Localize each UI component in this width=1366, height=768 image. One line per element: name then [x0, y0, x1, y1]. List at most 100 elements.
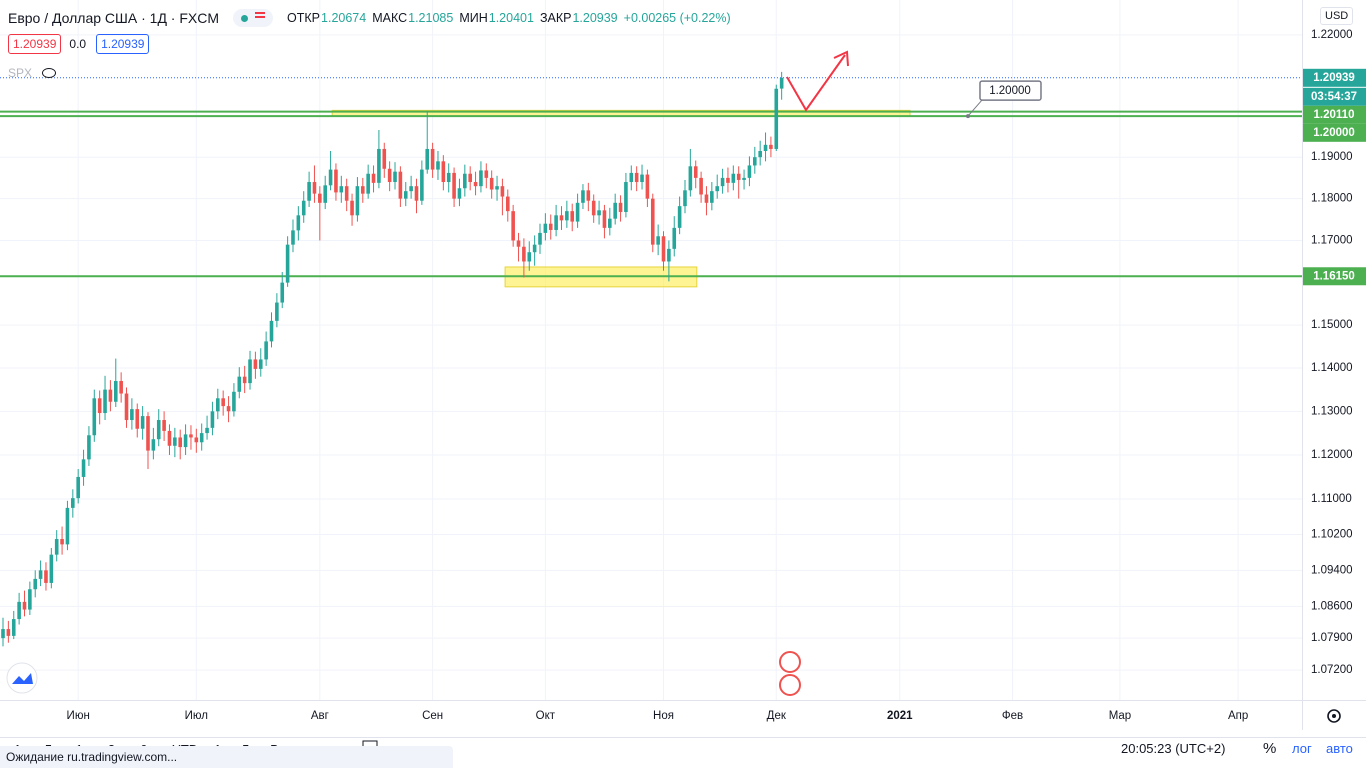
candle-body [113, 380, 118, 402]
hidden-eye-icon[interactable] [42, 68, 57, 78]
indicator-row: SPX [8, 66, 57, 80]
event-icon[interactable] [779, 674, 801, 696]
candle-body [672, 227, 677, 249]
candle-body [344, 186, 349, 201]
low-label: МИН [459, 11, 488, 25]
candle-body [226, 406, 231, 412]
candle-body [726, 177, 730, 183]
line-price-tag-bg [1303, 267, 1366, 286]
candle-body [33, 578, 38, 590]
buy-price[interactable]: 1.20939 [96, 34, 150, 54]
candle-body [28, 589, 32, 610]
candle-body [602, 210, 607, 228]
candle-body [763, 144, 768, 152]
delay-icon [255, 12, 266, 14]
currency-button[interactable]: USD [1320, 7, 1354, 25]
auto-button[interactable]: авто [1326, 741, 1353, 756]
candle-body [393, 171, 397, 183]
x-tick-label: Мар [1109, 710, 1132, 722]
sell-price[interactable]: 1.20939 [8, 34, 62, 54]
logo-circle[interactable] [6, 662, 38, 694]
candle-body [1, 629, 5, 639]
candle-body [581, 190, 585, 203]
candle-body [667, 248, 671, 262]
candle-body [76, 476, 80, 499]
candle-body [736, 173, 741, 180]
candle-body [457, 188, 462, 199]
candle-body [656, 236, 660, 245]
arrow-head [833, 50, 849, 67]
candle-body [570, 211, 575, 222]
candle-body [22, 601, 27, 610]
candle-body [328, 169, 333, 186]
candle-body [269, 320, 274, 342]
percent-button[interactable]: % [1263, 740, 1277, 757]
candle-body [758, 151, 762, 158]
candle-body [167, 430, 172, 446]
gear-icon[interactable] [1327, 709, 1341, 723]
settings-button[interactable] [1327, 709, 1341, 723]
high-value: 1.21085 [408, 11, 454, 25]
x-tick-label: Авг [311, 710, 329, 722]
candle-body [130, 409, 134, 421]
candle-body [178, 437, 183, 448]
y-tick-label: 1.07200 [1311, 664, 1353, 676]
candle-body [253, 359, 258, 369]
candle-body [312, 182, 317, 194]
change-value: +0.00265 (+0.22%) [623, 11, 731, 25]
candle-body [463, 173, 467, 189]
candle-body [710, 191, 714, 203]
y-tick-label: 1.10200 [1311, 529, 1353, 541]
candle-body [6, 629, 11, 636]
log-button[interactable]: лог [1292, 741, 1312, 756]
candle-body [661, 236, 666, 262]
y-tick-label: 1.22000 [1311, 29, 1353, 41]
logo-button[interactable] [6, 662, 38, 694]
candle-body [183, 434, 188, 448]
x-tick-label: 2021 [887, 710, 913, 722]
candle-body [699, 177, 703, 195]
line-price-tag: 1.20000 [1313, 127, 1355, 139]
candle-body [677, 206, 682, 228]
quote-row: 1.20939 0.0 1.20939 [8, 34, 150, 54]
candle-body [446, 172, 451, 183]
candle-body [575, 202, 580, 222]
candle-body [173, 437, 177, 446]
candle-body [398, 171, 403, 199]
countdown-tag-bg [1303, 87, 1366, 106]
line-price-tag: 1.16150 [1313, 270, 1355, 282]
candle-body [538, 232, 542, 245]
candle-body [156, 420, 161, 440]
candle-body [511, 211, 515, 241]
candle-body [97, 398, 102, 414]
candle-body [140, 416, 145, 429]
candle-body [774, 88, 779, 149]
candle-body [301, 200, 306, 216]
candle-body [403, 191, 408, 199]
candle-body [613, 202, 617, 219]
event-icon[interactable] [779, 651, 801, 673]
candle-body [430, 148, 435, 170]
candle-body [479, 170, 483, 187]
candle-body [554, 215, 558, 230]
candle-body [242, 376, 247, 384]
candle-body [688, 166, 693, 191]
callout-text: 1.20000 [989, 85, 1031, 97]
candle-body [532, 244, 537, 253]
y-tick-label: 1.07900 [1311, 632, 1353, 644]
candle-body [436, 161, 440, 170]
low-value: 1.20401 [488, 11, 534, 25]
candle-body [586, 190, 591, 201]
x-tick-label: Окт [536, 710, 556, 722]
candle-body [65, 507, 70, 545]
candle-body [769, 144, 773, 149]
status-badge[interactable] [233, 9, 274, 27]
candle-body [591, 200, 596, 216]
y-tick-label: 1.18000 [1311, 193, 1353, 205]
candle-body [232, 391, 236, 412]
candle-body [199, 433, 204, 443]
indicator-name: SPX [8, 66, 33, 80]
candle-body [366, 173, 370, 194]
line-price-tag-bg [1303, 123, 1366, 142]
market-dot [241, 15, 249, 22]
